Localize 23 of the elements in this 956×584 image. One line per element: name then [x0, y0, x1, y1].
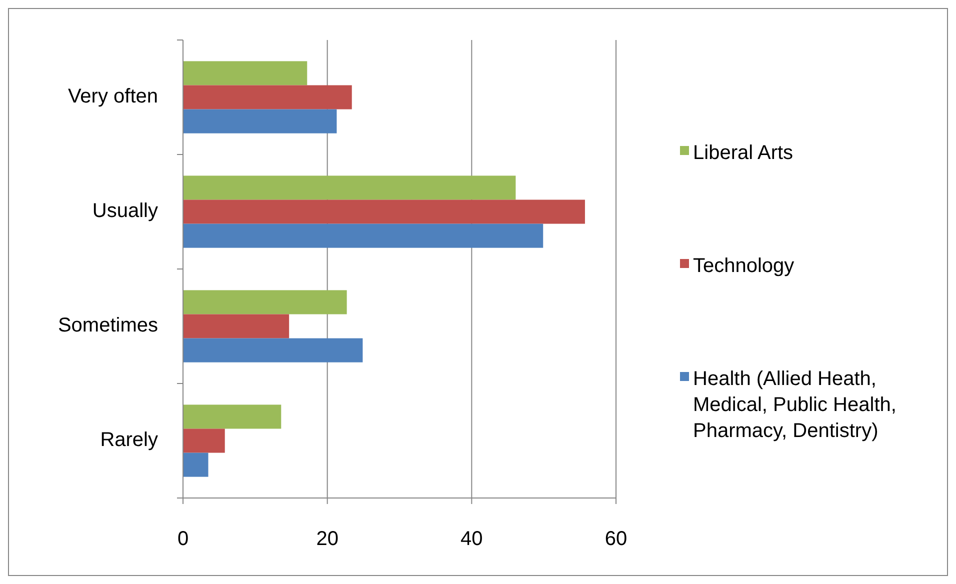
bar	[183, 452, 208, 477]
bar	[183, 85, 352, 110]
bar	[183, 404, 282, 429]
y-tick-label: Usually	[92, 200, 158, 222]
bar	[183, 428, 225, 453]
bar	[183, 338, 363, 362]
x-tick-label: 0	[177, 528, 189, 550]
bar	[183, 290, 347, 314]
bar	[183, 61, 308, 86]
x-tick-label: 40	[460, 528, 483, 550]
bar	[183, 176, 516, 200]
legend-label: Technology	[693, 255, 794, 278]
x-tick-label: 20	[316, 528, 338, 550]
y-tick-label: Sometimes	[58, 314, 158, 337]
x-tick-label: 60	[604, 528, 628, 550]
y-tick-label: Rarely	[100, 429, 158, 452]
bar	[183, 109, 337, 134]
legend-label: Health (Allied Heath, Medical, Public Health, Pharmacy, Dentistry)	[693, 368, 896, 442]
y-tick-label: Very often	[68, 86, 158, 108]
legend-label: Liberal Arts	[693, 142, 794, 164]
bar	[183, 224, 544, 248]
bar	[183, 314, 290, 338]
bar	[183, 200, 585, 224]
